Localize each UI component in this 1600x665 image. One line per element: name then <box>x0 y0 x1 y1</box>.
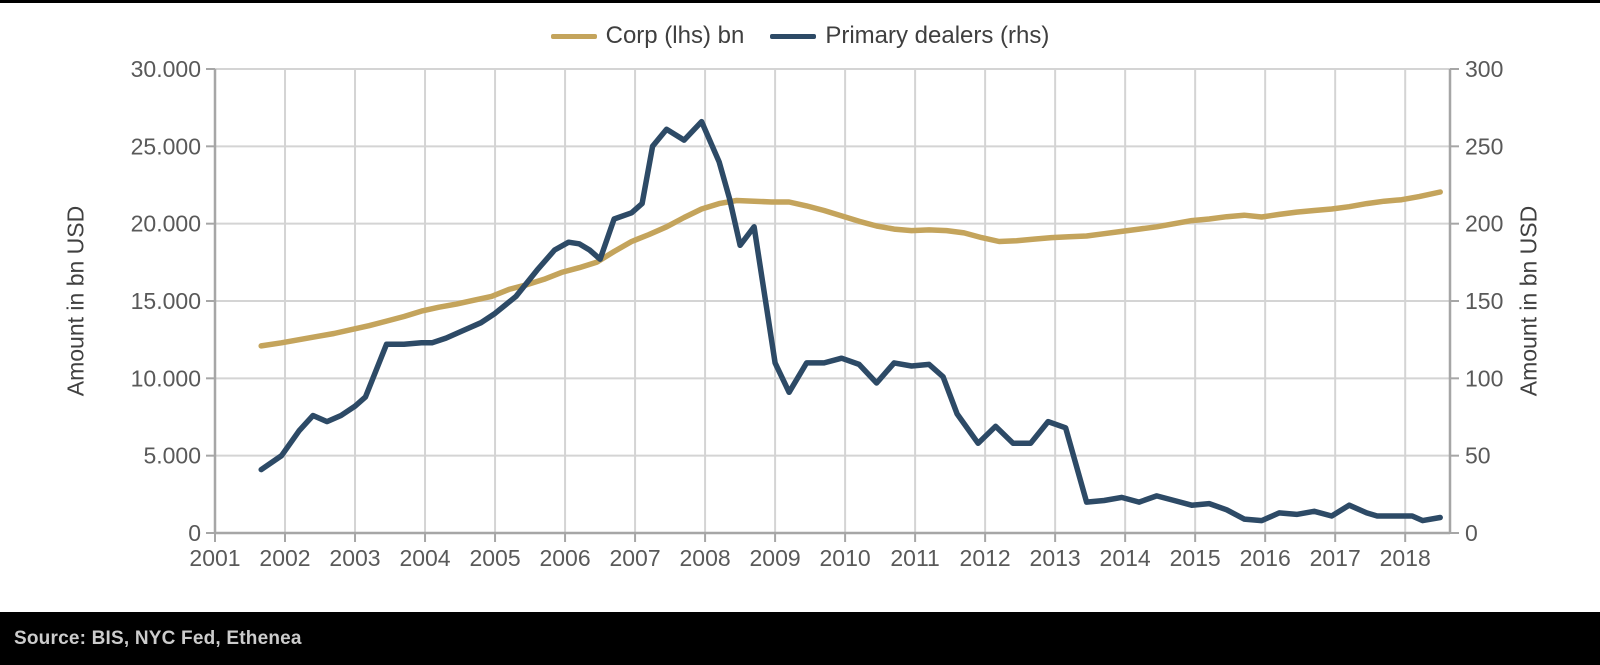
legend-item-primary-dealers: Primary dealers (rhs) <box>770 22 1049 50</box>
right-axis-tick-label: 150 <box>1465 288 1503 314</box>
left-axis-tick-label: 10.000 <box>131 365 201 391</box>
corp-line <box>258 189 1443 349</box>
left-axis-tick-label: 20.000 <box>131 211 201 237</box>
left-axis-tick-label: 5.000 <box>143 443 201 469</box>
axis-tick-labels: 0 5.000 10.000 15.000 20.000 25.000 30.000 0 50 1… <box>131 56 1504 571</box>
primary-dealers-line-swatch <box>770 33 817 39</box>
dual-axis-line-chart: 0 5.000 10.000 15.000 20.000 25.000 30.000 0 50 1… <box>131 56 1504 571</box>
left-axis-tick-label: 30.000 <box>131 56 201 82</box>
right-axis-tick-label: 100 <box>1465 365 1503 391</box>
right-axis-tick-label: 250 <box>1465 133 1503 159</box>
x-axis-tick-label: 2015 <box>1170 545 1221 571</box>
x-axis-tick-label: 2008 <box>679 545 730 571</box>
legend-item-corp: Corp (lhs) bn <box>550 22 745 50</box>
left-axis-tick-label: 15.000 <box>131 288 201 314</box>
right-axis-tick-label: 0 <box>1465 520 1478 546</box>
x-axis-tick-label: 2017 <box>1310 545 1361 571</box>
x-axis-tick-label: 2016 <box>1240 545 1291 571</box>
legend-label-corp: Corp (lhs) bn <box>605 22 745 49</box>
source-text: Source: BIS, NYC Fed, Ethenea <box>14 627 302 649</box>
x-axis-tick-label: 2002 <box>259 545 310 571</box>
left-axis-tick-label: 25.000 <box>131 133 201 159</box>
gridlines <box>214 68 1450 534</box>
chart-legend: Corp (lhs) bn Primary dealers (rhs) <box>0 22 1600 50</box>
x-axis-tick-label: 2001 <box>189 545 240 571</box>
x-axis-tick-label: 2004 <box>399 545 450 571</box>
x-axis-tick-label: 2018 <box>1380 545 1431 571</box>
x-axis-tick-label: 2011 <box>890 545 939 571</box>
x-axis-tick-label: 2007 <box>609 545 660 571</box>
x-axis-tick-label: 2010 <box>820 545 871 571</box>
corp-line-swatch <box>550 33 597 39</box>
tick-marks <box>206 68 1459 542</box>
x-axis-tick-label: 2013 <box>1030 545 1081 571</box>
x-axis-tick-label: 2012 <box>960 545 1011 571</box>
left-axis-tick-label: 0 <box>188 520 201 546</box>
x-axis-tick-label: 2014 <box>1100 545 1151 571</box>
source-bar: Source: BIS, NYC Fed, Ethenea <box>0 612 1600 665</box>
left-axis-title: Amount in bn USD <box>62 205 89 397</box>
primary-dealers-line <box>258 118 1443 524</box>
right-axis-tick-label: 200 <box>1465 211 1503 237</box>
x-axis-tick-label: 2005 <box>469 545 520 571</box>
top-border-rule <box>0 0 1600 3</box>
right-axis-tick-label: 50 <box>1465 443 1491 469</box>
x-axis-tick-label: 2003 <box>329 545 380 571</box>
x-axis-tick-label: 2009 <box>750 545 801 571</box>
legend-label-primary-dealers: Primary dealers (rhs) <box>825 22 1050 49</box>
x-axis-tick-label: 2006 <box>539 545 590 571</box>
right-axis-tick-label: 300 <box>1465 56 1503 82</box>
right-axis-title: Amount in bn USD <box>1515 205 1542 397</box>
